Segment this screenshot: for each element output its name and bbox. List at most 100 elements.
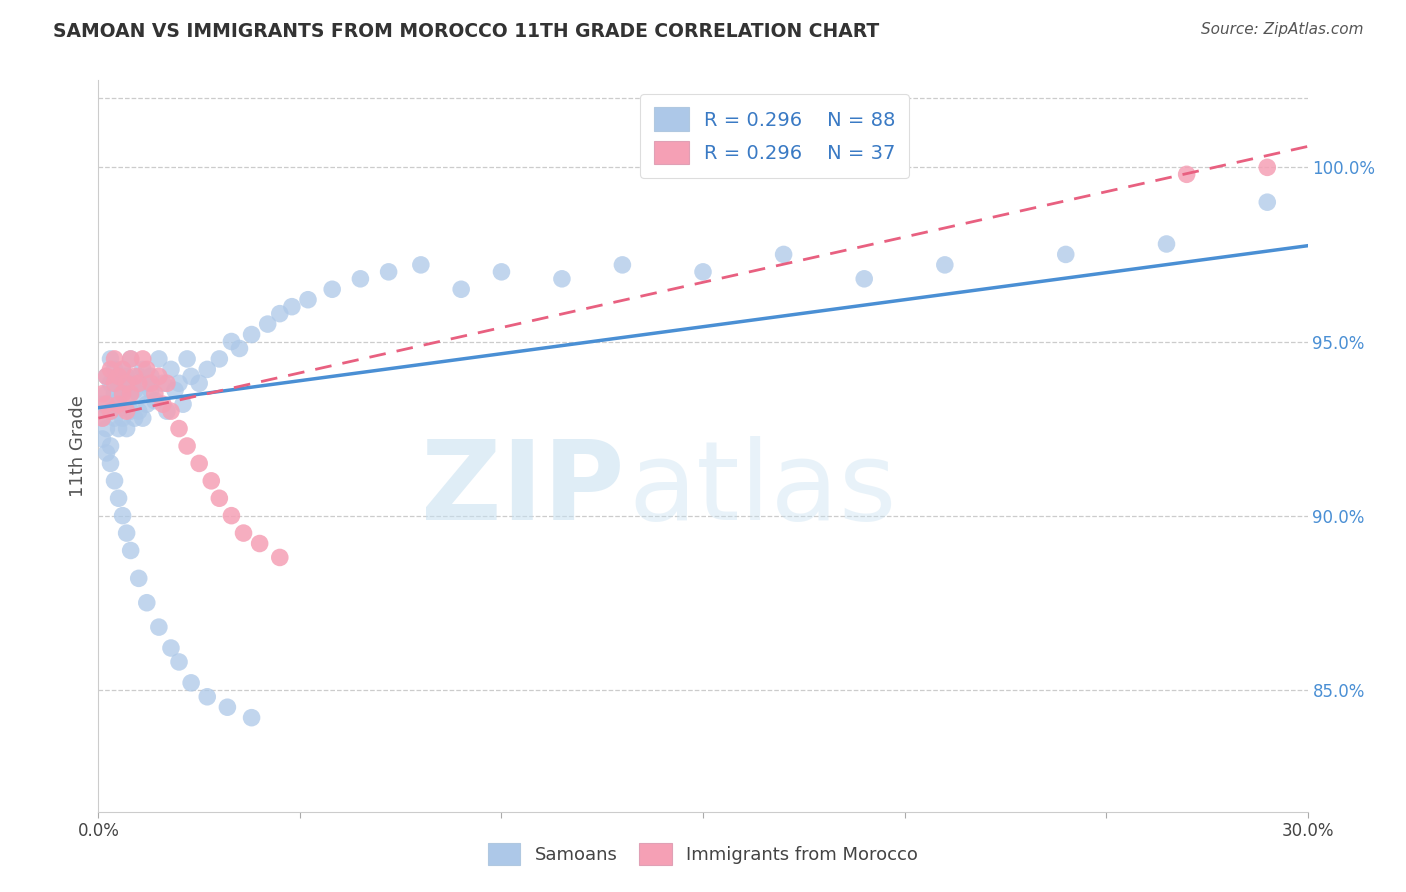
Point: [692, 265, 714, 279]
Legend: Samoans, Immigrants from Morocco: Samoans, Immigrants from Morocco: [481, 836, 925, 872]
Point: [100, 404, 122, 418]
Legend: R = 0.296    N = 88, R = 0.296    N = 37: R = 0.296 N = 88, R = 0.296 N = 37: [640, 94, 910, 178]
Point: [176, 439, 198, 453]
Point: [132, 351, 155, 366]
Point: [240, 327, 263, 342]
Point: [163, 384, 186, 398]
Point: [135, 397, 157, 411]
Point: [208, 491, 231, 506]
Point: [160, 362, 183, 376]
Point: [91, 411, 114, 425]
Point: [124, 411, 146, 425]
Point: [139, 384, 162, 398]
Point: [128, 376, 150, 391]
Point: [156, 404, 179, 418]
Point: [160, 404, 183, 418]
Point: [232, 526, 254, 541]
Point: [107, 369, 129, 384]
Point: [111, 508, 134, 523]
Point: [135, 376, 157, 391]
Text: atlas: atlas: [628, 436, 897, 543]
Point: [115, 421, 138, 435]
Point: [96, 446, 118, 460]
Point: [135, 362, 157, 376]
Point: [148, 351, 170, 366]
Point: [321, 282, 343, 296]
Point: [551, 272, 574, 286]
Point: [200, 474, 222, 488]
Point: [107, 397, 129, 411]
Point: [103, 474, 125, 488]
Point: [120, 404, 142, 418]
Point: [111, 384, 134, 398]
Point: [132, 411, 155, 425]
Point: [221, 334, 243, 349]
Point: [228, 342, 250, 356]
Point: [167, 655, 190, 669]
Point: [128, 404, 150, 418]
Point: [96, 386, 118, 401]
Point: [148, 369, 170, 384]
Point: [120, 543, 142, 558]
Point: [167, 421, 190, 435]
Point: [491, 265, 513, 279]
Point: [139, 376, 162, 391]
Point: [188, 376, 211, 391]
Point: [103, 351, 125, 366]
Point: [176, 351, 198, 366]
Point: [1156, 237, 1178, 252]
Point: [934, 258, 956, 272]
Point: [1054, 247, 1077, 261]
Point: [180, 676, 202, 690]
Point: [1256, 195, 1278, 210]
Point: [100, 362, 122, 376]
Point: [1256, 161, 1278, 175]
Point: [115, 526, 138, 541]
Point: [100, 457, 122, 471]
Point: [120, 351, 142, 366]
Point: [107, 491, 129, 506]
Point: [249, 536, 271, 550]
Point: [100, 404, 122, 418]
Point: [217, 700, 239, 714]
Point: [107, 376, 129, 391]
Point: [156, 376, 179, 391]
Point: [128, 386, 150, 401]
Point: [107, 393, 129, 408]
Point: [115, 393, 138, 408]
Point: [377, 265, 399, 279]
Point: [132, 362, 155, 376]
Point: [612, 258, 634, 272]
Point: [167, 376, 190, 391]
Point: [269, 307, 291, 321]
Point: [195, 690, 218, 704]
Point: [124, 369, 146, 384]
Point: [96, 369, 118, 384]
Point: [143, 386, 166, 401]
Point: [139, 369, 162, 384]
Point: [135, 596, 157, 610]
Point: [111, 362, 134, 376]
Point: [100, 351, 122, 366]
Point: [772, 247, 794, 261]
Point: [188, 457, 211, 471]
Point: [120, 376, 142, 391]
Point: [221, 508, 243, 523]
Point: [111, 362, 134, 376]
Point: [450, 282, 472, 296]
Point: [107, 421, 129, 435]
Point: [172, 397, 194, 411]
Point: [281, 300, 304, 314]
Point: [96, 397, 118, 411]
Point: [91, 386, 114, 401]
Point: [152, 397, 174, 411]
Point: [256, 317, 278, 331]
Point: [111, 411, 134, 425]
Point: [1175, 167, 1198, 181]
Point: [297, 293, 319, 307]
Point: [853, 272, 876, 286]
Point: [100, 439, 122, 453]
Point: [115, 376, 138, 391]
Point: [143, 393, 166, 408]
Point: [180, 369, 202, 384]
